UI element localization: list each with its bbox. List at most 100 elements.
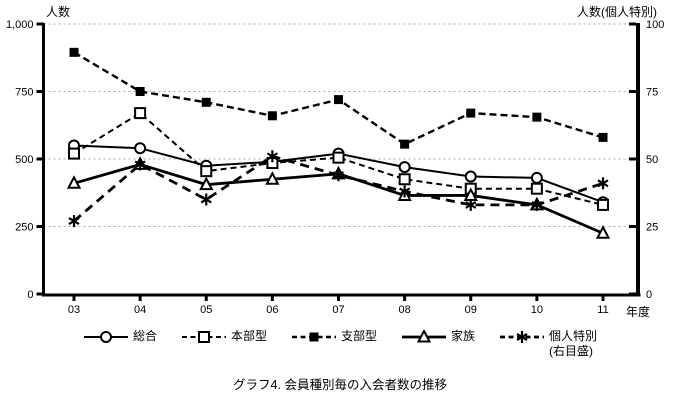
legend-marker-asterisk — [500, 331, 545, 343]
left-axis-tick-label: 0 — [27, 289, 33, 301]
marker-asterisk — [332, 171, 345, 180]
marker-circle-open — [530, 171, 543, 184]
marker-asterisk — [399, 187, 411, 196]
left-axis-tick — [36, 90, 44, 93]
legend-marker-circle — [83, 331, 128, 343]
marker-triangle-open — [199, 176, 214, 191]
legend-label: 支部型 — [340, 329, 377, 343]
x-tick-label: 03 — [68, 304, 80, 316]
marker-square-open — [200, 165, 213, 178]
right-axis-title: 人数(個人特別) — [577, 5, 657, 19]
right-axis-tick-label: 50 — [646, 154, 658, 166]
marker-square-filled — [201, 97, 211, 107]
marker-asterisk — [134, 160, 146, 169]
plot-area: 0 250 500 750 1,000 0 25 50 75 100 03 04 05 06 07 08 09 1… — [6, 19, 664, 316]
marker-triangle-open — [416, 330, 432, 343]
left-axis-tick-label: 1,000 — [6, 19, 34, 31]
x-axis-tick — [204, 296, 208, 301]
legend-label: 本部型 — [230, 329, 267, 343]
right-axis-tick — [629, 292, 636, 296]
x-tick-label: 10 — [531, 304, 543, 316]
x-axis-tick — [270, 296, 274, 301]
legend-item-kojin: 個人特別 (右目盛) — [499, 329, 597, 359]
marker-square-open — [597, 198, 609, 211]
x-tick-label: 09 — [465, 304, 477, 316]
x-axis-unit: 年度 — [626, 305, 651, 319]
left-axis-tick-label: 250 — [15, 222, 33, 234]
marker-asterisk — [465, 200, 477, 209]
x-axis-line — [42, 293, 641, 297]
marker-asterisk — [597, 179, 609, 188]
right-axis-tick — [629, 225, 636, 228]
marker-circle-open — [99, 331, 112, 343]
x-axis-tick — [403, 296, 407, 301]
chart-caption: グラフ4. 会員種別毎の入会者数の推移 — [233, 378, 447, 392]
left-axis-tick — [36, 157, 44, 161]
legend-marker-square-open — [181, 331, 226, 343]
right-axis-tick-label: 75 — [646, 87, 658, 99]
legend-item-shibu: 支部型 — [291, 329, 377, 344]
marker-square-filled — [400, 139, 410, 149]
x-tick-label: 08 — [399, 304, 411, 316]
legend-label: 総合 — [132, 329, 157, 343]
legend-item-honbu: 本部型 — [181, 329, 267, 344]
marker-square-filled — [309, 332, 319, 342]
right-axis-tick-label: 100 — [646, 19, 664, 31]
legend-item-sogo: 総合 — [83, 329, 157, 344]
marker-square-open — [530, 182, 543, 195]
marker-asterisk — [531, 200, 543, 209]
marker-square-filled — [532, 112, 542, 122]
marker-square-open — [68, 147, 80, 160]
marker-square-open — [332, 151, 345, 164]
legend-label: 個人特別 — [549, 329, 598, 343]
marker-circle-open — [134, 142, 147, 155]
marker-square-filled — [598, 132, 608, 142]
legend-note: (右目盛) — [549, 344, 594, 358]
left-axis-tick — [36, 22, 44, 26]
right-axis-line — [636, 23, 640, 296]
x-tick-label: 05 — [200, 304, 212, 316]
marker-square-filled — [466, 108, 476, 118]
x-axis-tick — [337, 296, 340, 301]
left-axis-title: 人数 — [46, 5, 71, 19]
marker-circle-open — [464, 170, 477, 183]
left-axis-tick-label: 500 — [15, 154, 33, 166]
x-tick-label: 04 — [134, 304, 146, 316]
marker-square-filled — [267, 111, 277, 121]
legend-marker-square-filled — [291, 332, 336, 342]
marker-triangle-open — [265, 171, 280, 185]
x-tick-label: 11 — [597, 304, 608, 316]
marker-square-filled — [135, 87, 145, 96]
x-axis-tick — [72, 296, 76, 301]
series-line-5 — [73, 154, 604, 223]
marker-asterisk — [266, 152, 278, 161]
legend-label-block: 個人特別 (右目盛) — [549, 329, 597, 359]
marker-circle-open — [398, 161, 411, 174]
right-axis-tick-label: 0 — [646, 289, 652, 301]
marker-asterisk — [200, 195, 212, 204]
marker-asterisk — [68, 217, 80, 226]
right-axis-tick — [629, 157, 636, 161]
marker-square-open — [134, 107, 147, 120]
marker-asterisk — [516, 333, 528, 341]
legend-marker-triangle — [402, 330, 446, 343]
x-axis-tick — [601, 296, 605, 301]
x-axis-tick — [469, 296, 473, 301]
x-tick-label: 06 — [266, 304, 278, 316]
left-axis-tick — [36, 292, 44, 296]
left-axis-tick — [36, 225, 44, 228]
marker-triangle-open — [595, 225, 611, 239]
legend: 総合 本部型 支部型 家族 個人特別 (右目盛) — [0, 329, 680, 359]
x-axis-tick — [535, 296, 539, 301]
legend-label: 家族 — [451, 329, 476, 343]
marker-square-open — [398, 173, 411, 186]
x-axis-tick — [138, 296, 142, 301]
right-axis-tick-label: 25 — [646, 222, 658, 234]
marker-triangle-open — [66, 175, 82, 189]
legend-item-kazoku: 家族 — [401, 329, 475, 344]
marker-square-filled — [334, 95, 343, 105]
marker-square-open — [197, 331, 210, 343]
right-axis-tick — [629, 90, 636, 93]
right-axis-tick — [629, 22, 636, 26]
